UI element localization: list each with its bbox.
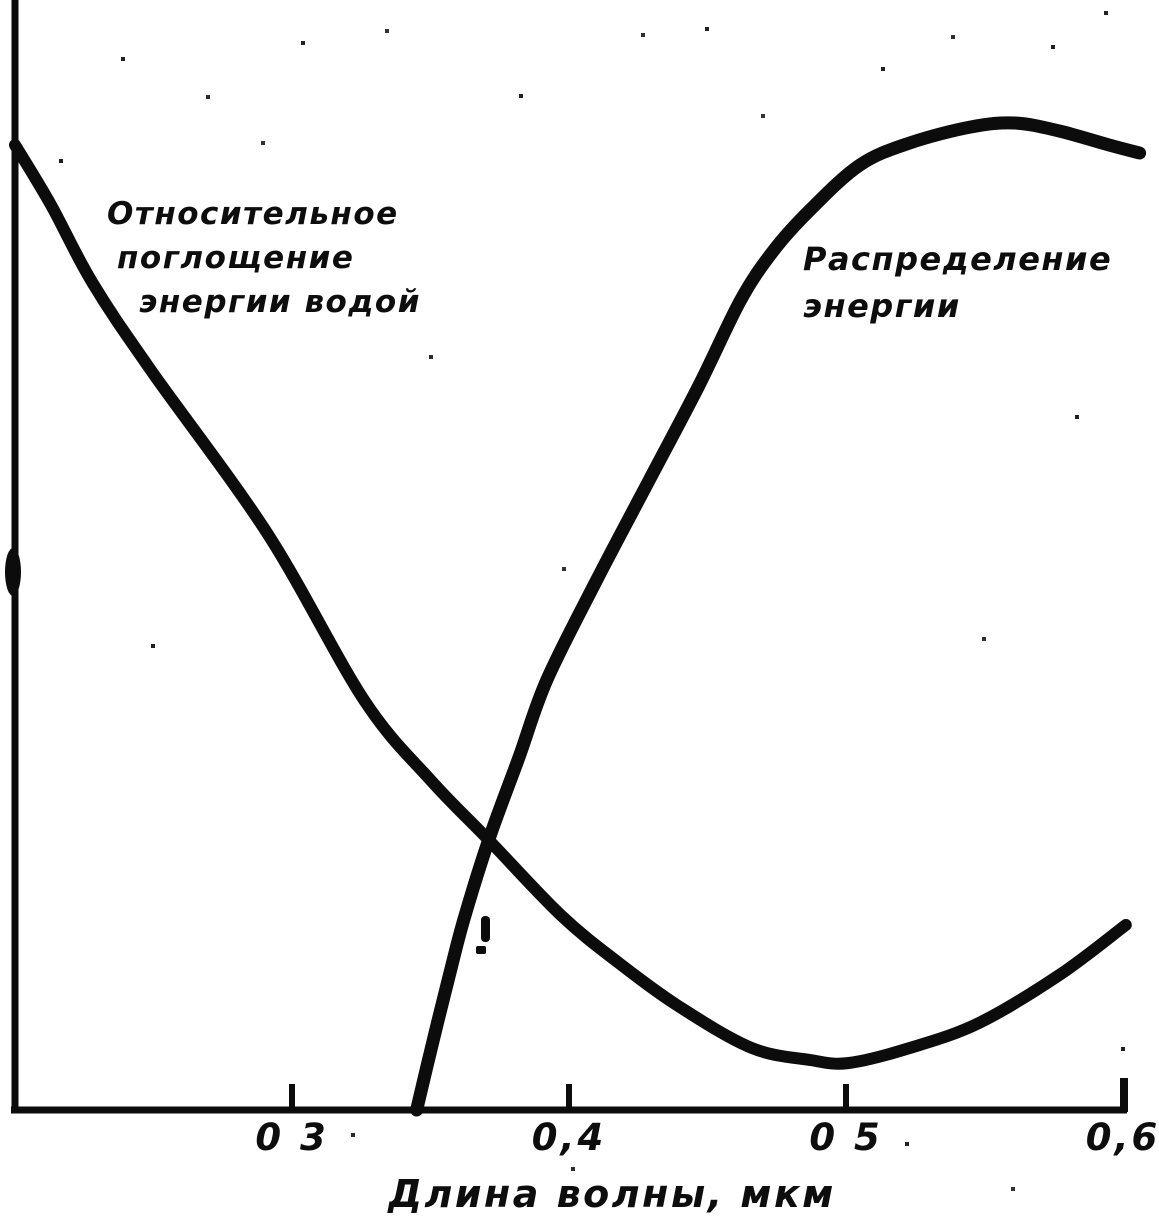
x-tick-label-0-6: 0,6 — [1085, 1116, 1159, 1159]
distribution-curve-label: Распределение энергии — [803, 236, 1112, 330]
absorption-label-line2: поглощение — [117, 240, 355, 276]
x-tick-label-0-5: 0 5 — [809, 1116, 883, 1159]
scan-noise-specks — [0, 0, 2, 2]
x-axis-ticks — [289, 1084, 849, 1110]
x-tick-label-0-4: 0,4 — [531, 1116, 607, 1159]
absorption-label-line1: Относительное — [107, 196, 399, 232]
distribution-label-line1: Распределение — [803, 240, 1113, 278]
distribution-curve — [410, 116, 1147, 1117]
curves-group — [9, 116, 1147, 1117]
absorption-curve — [9, 139, 1132, 1070]
x-axis-title: Длина волны, мкм — [388, 1172, 836, 1216]
x-tick-label-0-3: 0 3 — [255, 1116, 329, 1159]
scan-artifact — [476, 916, 490, 954]
distribution-label-line2: энергии — [803, 287, 961, 325]
absorption-label-line3: энергии водой — [139, 284, 421, 320]
axis-noise-blob — [5, 548, 21, 596]
absorption-curve-label: Относительное поглощение энергии водой — [107, 192, 421, 324]
